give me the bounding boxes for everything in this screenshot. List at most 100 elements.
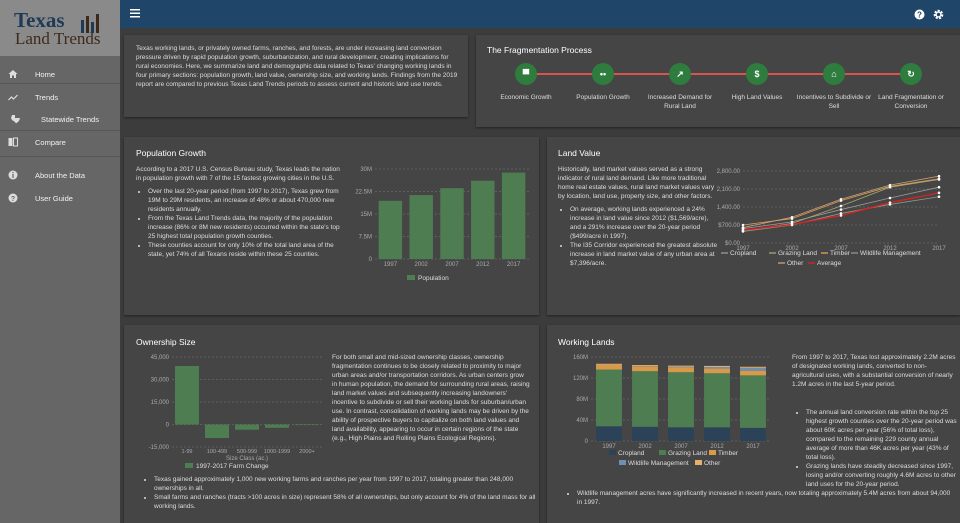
- working-lands-para: From 1997 to 2017, Texas lost approximat…: [792, 354, 956, 388]
- land-value-point: [937, 185, 941, 189]
- land-value-bullet: On average, working lands experienced a …: [570, 205, 718, 241]
- nav-trends[interactable]: Trends: [0, 87, 120, 107]
- trend-up-icon: ↗: [676, 69, 684, 79]
- land-value-point: [937, 191, 941, 195]
- working-lands-bar: [740, 427, 766, 441]
- y-tick-label: 120M: [573, 376, 588, 382]
- y-tick-label: 0: [369, 257, 373, 263]
- x-tick-label: 1000-1999: [264, 449, 290, 455]
- brand-line1: Texas: [14, 8, 65, 32]
- working-bullet: The annual land conversion rate within t…: [806, 408, 957, 462]
- working-lands-bar: [704, 373, 730, 428]
- y-tick-label: 0: [166, 423, 170, 429]
- y-tick-label: 7.5M: [359, 235, 372, 241]
- population-bullet: These counties account for only 10% of t…: [148, 241, 346, 259]
- working-lands-bar: [704, 368, 730, 374]
- working-lands-chart: 0 40M 80M 120M 160M 1997 2002 2007 2012 2017 Cropl…: [573, 355, 771, 467]
- legend-label: Grazing Land: [668, 450, 707, 457]
- fragmentation-step-label: Incentives to Subdivide or Sell: [796, 94, 872, 110]
- nav-compare[interactable]: Compare: [0, 132, 120, 152]
- y-tick-label: 40M: [576, 418, 588, 424]
- land-value-chart: $0.00 $700.00 $1,400.00 $2,100.00 $2,800.00 1…: [717, 169, 946, 267]
- population-text: According to a 2017 U.S. Census Bureau s…: [136, 165, 346, 259]
- x-tick-label: 2012: [476, 262, 490, 268]
- y-tick-label: 80M: [576, 397, 588, 403]
- nav-home[interactable]: Home: [0, 64, 120, 84]
- land-value-point: [741, 226, 745, 229]
- land-value-bullet: The I35 Corridor experienced the greates…: [570, 241, 718, 268]
- fragmentation-step-label: Economic Growth: [500, 94, 552, 101]
- y-tick-label: 30M: [360, 167, 372, 173]
- ownership-bar: [235, 424, 259, 430]
- working-lands-bar: [596, 369, 622, 427]
- x-tick-label: 2002: [785, 246, 799, 252]
- brand-line2: Land Trends: [15, 29, 101, 48]
- info-icon: [8, 170, 18, 180]
- fragmentation-step-circle: ••: [592, 63, 614, 85]
- x-tick-label: 1997: [736, 246, 750, 252]
- working-lands-bar: [668, 367, 694, 373]
- working-lands-title: Working Lands: [558, 337, 615, 347]
- nav-compare-label: Compare: [35, 137, 66, 147]
- gear-icon[interactable]: [933, 9, 944, 20]
- y-tick-label: -15,000: [149, 445, 170, 451]
- working-lands-bullets: The annual land conversion rate within t…: [565, 408, 957, 507]
- population-bar: [440, 188, 464, 259]
- nav-about-data[interactable]: About the Data: [0, 165, 120, 185]
- legend-label: Timber: [830, 250, 851, 257]
- legend-label: Grazing Land: [778, 250, 817, 257]
- x-tick-label: 2017: [932, 246, 946, 252]
- working-lands-bar: [704, 366, 730, 369]
- land-value-card: Land Value Historically, land market val…: [547, 137, 960, 315]
- population-bullet: From the Texas Land Trends data, the maj…: [148, 214, 346, 241]
- nav-home-label: Home: [35, 69, 56, 79]
- population-title: Population Growth: [136, 148, 206, 158]
- population-card: Population Growth According to a 2017 U.…: [124, 137, 539, 315]
- fragmentation-step-label: High Land Values: [731, 94, 783, 101]
- help-icon: ?: [8, 193, 18, 203]
- working-lands-bar: [740, 366, 766, 368]
- population-bullet: Over the last 20-year period (from 1997 …: [148, 187, 346, 214]
- land-value-point: [888, 196, 892, 200]
- nav-about-label: About the Data: [35, 170, 86, 180]
- working-lands-bar: [704, 365, 730, 367]
- people-icon: ••: [599, 69, 607, 79]
- fragmentation-title: The Fragmentation Process: [487, 45, 592, 55]
- legend-label: Other: [704, 460, 721, 467]
- fragmentation-card: The Fragmentation Process ▀ Economic Grow…: [476, 35, 960, 127]
- nav-user-guide[interactable]: ? User Guide: [0, 188, 120, 208]
- legend-label: Population: [418, 275, 449, 282]
- compare-icon: [8, 137, 18, 147]
- fragmentation-step-circle: ↗: [669, 63, 691, 85]
- ownership-bullet: Small farms and ranches (tracts >100 acr…: [154, 493, 537, 511]
- working-lands-bar: [596, 363, 622, 365]
- ownership-bullets: Texas gained approximately 1,000 new wor…: [142, 475, 537, 511]
- land-value-point: [790, 223, 794, 226]
- working-lands-bar: [596, 364, 622, 370]
- logo[interactable]: Texas Land Trends: [0, 0, 120, 56]
- intro-card: Texas working lands, or privately owned …: [124, 35, 468, 117]
- fragmentation-step-circle: ⌂: [823, 63, 845, 85]
- y-tick-label: $700.00: [718, 223, 740, 229]
- land-value-point: [839, 212, 843, 215]
- land-value-text: Historically, land market values served …: [558, 165, 718, 268]
- house-icon: ⌂: [831, 69, 837, 79]
- land-value-line: [742, 186, 940, 229]
- land-value-para: Historically, land market values served …: [558, 166, 715, 200]
- ownership-bar: [265, 424, 289, 428]
- dollar-icon: $: [754, 69, 760, 79]
- y-tick-label: 15,000: [151, 400, 170, 406]
- help-circle-icon[interactable]: ?: [914, 9, 925, 20]
- intro-text: Texas working lands, or privately owned …: [136, 45, 458, 88]
- land-value-point: [839, 208, 843, 211]
- menu-icon[interactable]: [130, 9, 140, 18]
- nav-statewide-trends[interactable]: Statewide Trends: [0, 109, 120, 129]
- x-tick-label: 2017: [507, 262, 521, 268]
- y-tick-label: 30,000: [151, 378, 170, 384]
- x-tick-label: 2002: [638, 444, 652, 450]
- fragmentation-line: [526, 73, 911, 75]
- land-value-point: [937, 195, 941, 199]
- top-bar: ?: [120, 0, 960, 28]
- population-bar: [378, 200, 403, 259]
- legend-swatch: [709, 450, 716, 455]
